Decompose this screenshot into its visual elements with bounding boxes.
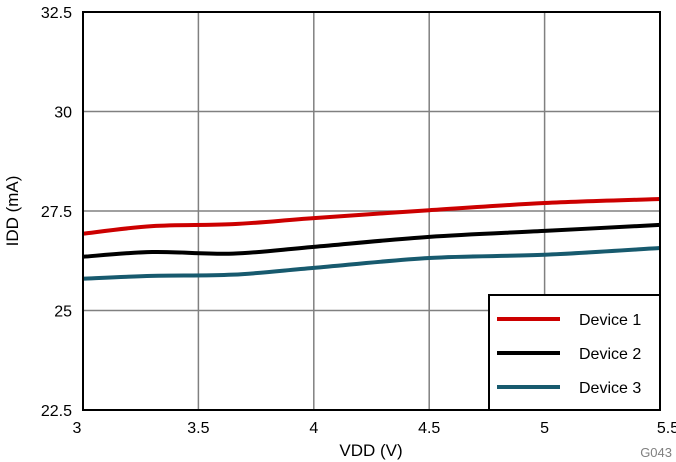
legend-label: Device 3 [579, 380, 641, 397]
x-tick-label: 3.5 [187, 420, 209, 437]
x-tick-label: 5 [540, 420, 549, 437]
series-line-device-1 [82, 197, 661, 236]
x-tick-label: 4 [309, 420, 318, 437]
y-tick-label: 30 [54, 105, 72, 122]
y-tick-label: 22.5 [41, 403, 72, 420]
x-axis-label: VDD (V) [339, 441, 402, 460]
figure-id: G043 [640, 445, 672, 460]
tick-labels: 3 3.5 4 4.5 5 5.5 22.5 25 27.5 30 32.5 [41, 5, 676, 437]
plot-frame [82, 11, 661, 411]
x-tick-label: 4.5 [418, 420, 440, 437]
x-tick-label: 3 [73, 420, 82, 437]
y-tick-label: 32.5 [41, 5, 72, 22]
x-tick-label: 5.5 [657, 420, 676, 437]
y-axis-label: IDD (mA) [3, 176, 22, 247]
series-line-device-2 [82, 222, 661, 259]
legend-label: Device 2 [579, 346, 641, 363]
y-tick-label: 27.5 [41, 204, 72, 221]
y-tick-label: 25 [54, 304, 72, 321]
legend-label: Device 1 [579, 312, 641, 329]
series-lines [82, 197, 661, 281]
legend: Device 1 Device 2 Device 3 [488, 294, 661, 411]
series-line-device-3 [82, 246, 661, 281]
